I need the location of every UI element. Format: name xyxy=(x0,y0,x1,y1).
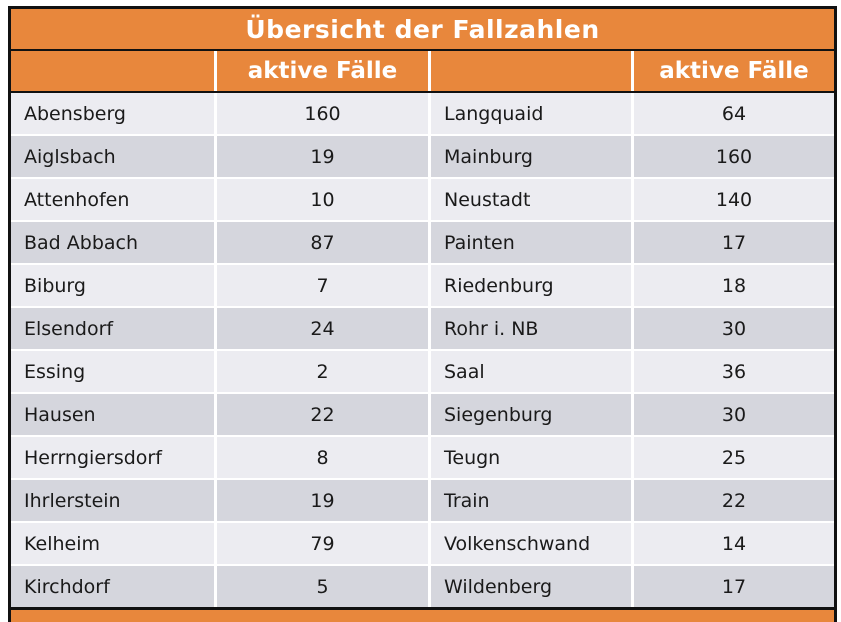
municipality-name-cell: Aiglsbach xyxy=(11,136,214,177)
active-cases-value-cell: 7 xyxy=(217,265,428,306)
bottom-orange-strip xyxy=(11,607,834,622)
active-cases-value-cell: 22 xyxy=(217,394,428,435)
active-cases-value-cell: 64 xyxy=(634,93,834,134)
active-cases-value-cell: 24 xyxy=(217,308,428,349)
active-cases-value-cell: 87 xyxy=(217,222,428,263)
municipality-name-cell: Neustadt xyxy=(431,179,631,220)
active-cases-value-cell: 2 xyxy=(217,351,428,392)
active-cases-value-cell: 19 xyxy=(217,136,428,177)
municipality-name-cell: Wildenberg xyxy=(431,566,631,607)
municipality-name-cell: Elsendorf xyxy=(11,308,214,349)
municipality-name-cell: Mainburg xyxy=(431,136,631,177)
active-cases-value-cell: 36 xyxy=(634,351,834,392)
municipality-name-cell: Herrngiersdorf xyxy=(11,437,214,478)
municipality-name-cell: Teugn xyxy=(431,437,631,478)
active-cases-value-cell: 10 xyxy=(217,179,428,220)
table-title-bar: Übersicht der Fallzahlen xyxy=(11,9,834,51)
case-table-body: Abensberg 160 Langquaid 64 Aiglsbach 19 Mainbu… xyxy=(11,93,834,607)
municipality-name-cell: Kelheim xyxy=(11,523,214,564)
municipality-name-cell: Painten xyxy=(431,222,631,263)
active-cases-value-cell: 17 xyxy=(634,566,834,607)
active-cases-value-cell: 19 xyxy=(217,480,428,521)
column-header-active-cases-left: aktive Fälle xyxy=(217,51,428,91)
case-numbers-table: Übersicht der Fallzahlen aktive Fälle ak… xyxy=(8,6,837,622)
active-cases-value-cell: 30 xyxy=(634,394,834,435)
active-cases-value-cell: 8 xyxy=(217,437,428,478)
active-cases-value-cell: 140 xyxy=(634,179,834,220)
municipality-name-cell: Volkenschwand xyxy=(431,523,631,564)
municipality-name-cell: Abensberg xyxy=(11,93,214,134)
active-cases-value-cell: 160 xyxy=(217,93,428,134)
municipality-name-cell: Train xyxy=(431,480,631,521)
municipality-name-cell: Ihrlerstein xyxy=(11,480,214,521)
active-cases-value-cell: 160 xyxy=(634,136,834,177)
municipality-name-cell: Essing xyxy=(11,351,214,392)
municipality-name-cell: Saal xyxy=(431,351,631,392)
municipality-name-cell: Langquaid xyxy=(431,93,631,134)
municipality-name-cell: Siegenburg xyxy=(431,394,631,435)
active-cases-value-cell: 25 xyxy=(634,437,834,478)
active-cases-value-cell: 5 xyxy=(217,566,428,607)
column-header-active-cases-right: aktive Fälle xyxy=(634,51,834,91)
active-cases-value-cell: 17 xyxy=(634,222,834,263)
column-header-empty-left xyxy=(11,51,214,91)
active-cases-value-cell: 18 xyxy=(634,265,834,306)
active-cases-value-cell: 79 xyxy=(217,523,428,564)
municipality-name-cell: Rohr i. NB xyxy=(431,308,631,349)
municipality-name-cell: Riedenburg xyxy=(431,265,631,306)
active-cases-value-cell: 14 xyxy=(634,523,834,564)
table-header-row: aktive Fälle aktive Fälle xyxy=(11,51,834,93)
column-header-empty-right xyxy=(431,51,631,91)
municipality-name-cell: Bad Abbach xyxy=(11,222,214,263)
table-title: Übersicht der Fallzahlen xyxy=(245,14,600,44)
active-cases-value-cell: 30 xyxy=(634,308,834,349)
active-cases-value-cell: 22 xyxy=(634,480,834,521)
municipality-name-cell: Kirchdorf xyxy=(11,566,214,607)
municipality-name-cell: Biburg xyxy=(11,265,214,306)
municipality-name-cell: Hausen xyxy=(11,394,214,435)
municipality-name-cell: Attenhofen xyxy=(11,179,214,220)
